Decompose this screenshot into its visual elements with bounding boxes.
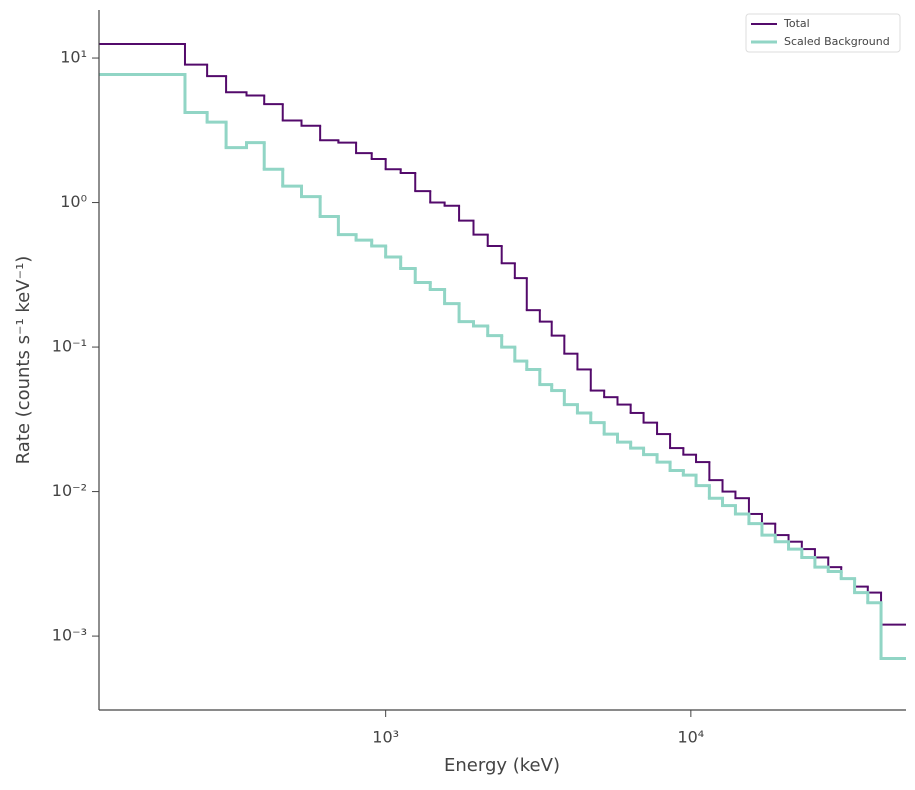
y-tick-label: 10⁻¹ — [52, 337, 87, 356]
y-tick-label: 10⁻³ — [52, 626, 87, 645]
y-tick-label: 10¹ — [60, 48, 87, 67]
legend-label: Total — [783, 17, 810, 30]
legend: Total Scaled Background — [745, 13, 901, 53]
y-axis-label: Rate (counts s⁻¹ keV⁻¹) — [13, 256, 34, 465]
x-axis-label: Energy (keV) — [444, 755, 560, 776]
y-tick-label: 10⁻² — [52, 481, 87, 500]
legend-box — [745, 13, 901, 53]
legend-label: Scaled Background — [784, 35, 890, 48]
x-tick-label: 10⁴ — [677, 728, 704, 747]
plot-area — [99, 43, 906, 660]
y-tick-label: 10⁰ — [60, 192, 87, 211]
x-tick-label: 10³ — [372, 728, 399, 747]
